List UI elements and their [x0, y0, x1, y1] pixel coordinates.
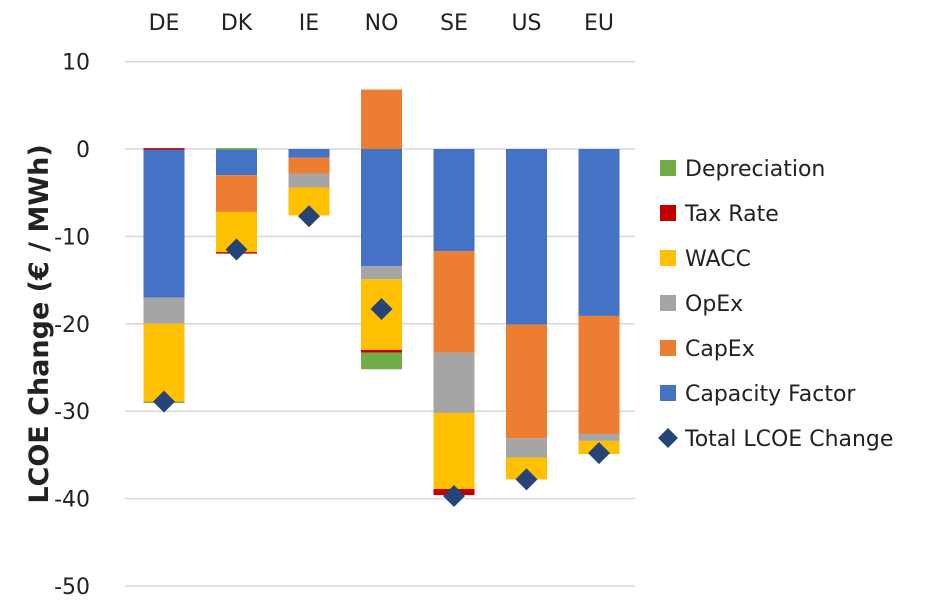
bar-segment-opex — [361, 266, 402, 280]
total-marker — [153, 390, 175, 413]
legend-swatch — [660, 205, 676, 221]
category-label: US — [511, 11, 541, 36]
total-markers — [153, 205, 610, 507]
bar-segment-capex — [433, 251, 475, 353]
bar-segment-capacity-factor — [578, 149, 620, 316]
bar-segment-capex — [288, 157, 330, 174]
bar-segment-opex — [578, 433, 620, 441]
y-axis-ticks: 10 0 -10 -20 -30 -40 -50 — [54, 51, 90, 600]
bar-segment-capacity-factor — [361, 149, 402, 267]
bar-segment-capacity-factor — [506, 149, 547, 325]
bar-segment-capacity-factor — [433, 149, 475, 252]
y-tick-label: -30 — [54, 400, 90, 425]
category-label: SE — [440, 11, 468, 36]
legend-swatch — [660, 250, 676, 266]
bar-segment-capex — [216, 175, 257, 212]
bars — [143, 89, 620, 496]
legend-label: WACC — [685, 247, 751, 272]
bar-segment-opex — [288, 173, 330, 188]
bar-segment-capex — [361, 89, 402, 149]
total-marker — [588, 442, 610, 465]
bar-segment-capex — [506, 324, 547, 439]
bar-segment-wacc — [433, 412, 475, 489]
bar-segment-capacity-factor — [216, 149, 257, 176]
total-marker — [225, 238, 248, 261]
legend-swatch — [660, 385, 676, 401]
bar-segment-opex — [433, 352, 475, 413]
legend-marker — [658, 428, 678, 448]
total-marker — [515, 468, 538, 491]
total-marker — [298, 205, 320, 228]
bar-segment-capacity-factor — [288, 149, 330, 158]
category-label: NO — [365, 11, 399, 36]
bar-segment-opex — [143, 297, 185, 324]
y-tick-label: 10 — [62, 51, 90, 76]
bar-segment-capacity-factor — [143, 149, 185, 298]
bar-segment-capex — [578, 315, 620, 434]
legend-label: OpEx — [685, 292, 743, 317]
category-label: DE — [149, 11, 180, 36]
legend-label: Capacity Factor — [685, 382, 856, 407]
y-tick-label: -50 — [54, 575, 90, 600]
legend-label: CapEx — [685, 337, 755, 362]
category-label: IE — [299, 11, 319, 36]
total-marker — [443, 484, 465, 507]
category-labels: DE DK IE NO SE US EU — [149, 11, 614, 36]
y-axis-label: LCOE Change (€ / MWh) — [24, 144, 55, 503]
legend-swatch — [660, 160, 676, 176]
y-tick-label: -40 — [54, 488, 90, 513]
bar-segment-tax-rate — [361, 350, 402, 353]
category-label: EU — [584, 11, 614, 36]
bar-segment-tax-rate — [143, 148, 185, 150]
legend-label: Depreciation — [685, 157, 825, 182]
bar-segment-opex — [506, 438, 547, 458]
legend-swatch — [660, 295, 676, 311]
category-label: DK — [221, 11, 253, 36]
legend-label: Tax Rate — [684, 202, 779, 227]
total-marker — [370, 297, 393, 320]
legend-label: Total LCOE Change — [684, 427, 893, 452]
legend: Depreciation Tax Rate WACC OpEx CapEx Capacit… — [658, 157, 893, 452]
y-tick-label: 0 — [76, 138, 90, 163]
legend-swatch — [660, 340, 676, 356]
bar-segment-depreciation — [361, 352, 402, 370]
y-tick-label: -20 — [54, 313, 90, 338]
bar-segment-wacc — [143, 323, 185, 402]
bar-segment-depreciation — [216, 148, 257, 150]
y-tick-label: -10 — [54, 225, 90, 250]
